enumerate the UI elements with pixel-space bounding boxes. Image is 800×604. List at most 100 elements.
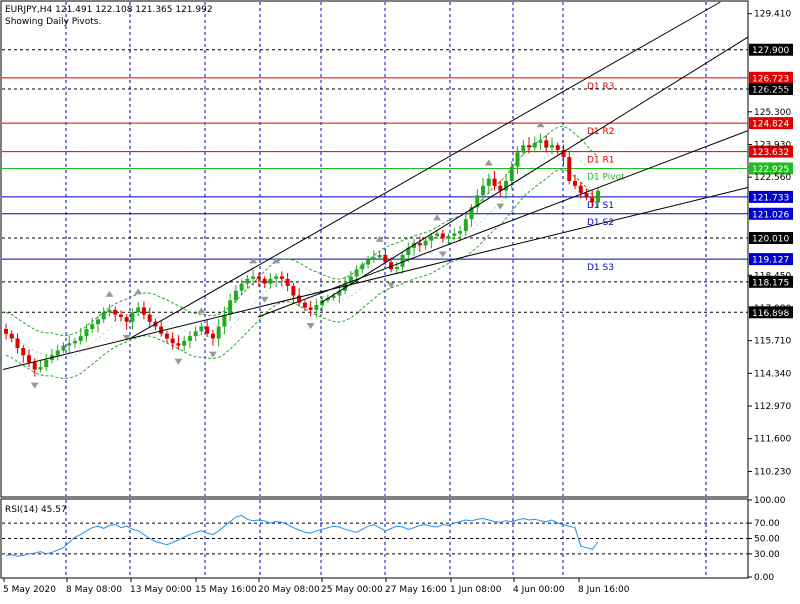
price-tag-box: [749, 145, 793, 158]
fractal-up-marker: [484, 159, 493, 166]
candle-body: [38, 367, 43, 370]
candle-body: [78, 336, 83, 341]
x-tick-label: 4 Jun 00:00: [513, 585, 565, 595]
time-axis: 5 May 2020 8 May 08:00 13 May 00:00 15 May …: [3, 578, 630, 595]
y-tick-label: 123.930: [754, 140, 791, 150]
envelope-line: [5, 125, 599, 337]
candle-body: [72, 340, 77, 344]
price-tag-label: 126.723: [752, 74, 789, 84]
rsi-tick-label: 100.00: [754, 496, 786, 506]
candle-body: [90, 324, 95, 329]
candle-body: [170, 338, 175, 344]
candle-body: [596, 190, 600, 203]
price-tag-label: 121.026: [752, 210, 789, 220]
candle-body: [550, 145, 555, 148]
price-tag-label: 124.824: [752, 120, 789, 130]
fractal-markers: [30, 121, 545, 389]
candle-body: [61, 345, 66, 351]
trendline[interactable]: [129, 1, 721, 339]
trendline[interactable]: [2, 187, 749, 371]
trendline[interactable]: [320, 36, 749, 304]
candle-body: [555, 145, 560, 150]
candle-body: [274, 276, 279, 279]
y-tick-label: 115.710: [754, 337, 791, 347]
price-tag-label: 122.925: [752, 165, 789, 175]
main-panel-frame: [0, 0, 749, 498]
price-tag-box: [749, 43, 793, 56]
candle-body: [187, 336, 192, 341]
candle-body: [458, 231, 463, 234]
moving-average-line: [5, 147, 599, 358]
price-tag-label: 123.632: [752, 148, 789, 158]
candle-body: [136, 307, 141, 313]
price-tag-box: [749, 82, 793, 95]
x-tick-label: 25 May 00:00: [321, 585, 383, 595]
candle-body: [297, 295, 302, 303]
y-tick-label: 117.080: [754, 304, 791, 314]
candle-body: [325, 297, 330, 301]
rsi-tick-label: 50.00: [754, 535, 780, 545]
candle-body: [164, 333, 169, 339]
fractal-up-marker: [375, 235, 384, 242]
candle-body: [147, 314, 152, 322]
candle-body: [532, 142, 537, 148]
fractal-down-marker: [387, 282, 396, 289]
fractal-up-marker: [536, 121, 545, 128]
price-tag-label: 116.898: [752, 309, 789, 319]
fractal-up-marker: [249, 257, 258, 264]
pivots-subtitle: Showing Daily Pivots.: [5, 17, 101, 27]
candle-body: [67, 343, 72, 346]
candle-body: [308, 307, 313, 310]
candle-body: [360, 264, 365, 270]
candle-body: [463, 219, 468, 232]
candle-body: [452, 233, 457, 236]
y-tick-label: 114.340: [754, 369, 791, 379]
price-level-lines: D1 R3 D1 R2 D1 R1 D1 Pivot D1 S1 D1 S2 D1 S3: [2, 49, 748, 313]
fractal-down-marker: [496, 203, 505, 210]
candle-body: [486, 178, 491, 186]
fractal-down-marker: [30, 382, 39, 389]
y-tick-label: 111.600: [754, 435, 791, 445]
fractal-up-marker: [105, 290, 114, 297]
candle-body: [423, 240, 428, 246]
y-tick-label: 118.450: [754, 271, 791, 281]
candle-body: [55, 350, 60, 356]
price-tag-box: [749, 275, 793, 288]
y-tick-label: 122.560: [754, 173, 791, 183]
candle-body: [400, 254, 405, 267]
y-tick-label: 112.970: [754, 402, 791, 412]
fractal-down-marker: [438, 251, 447, 258]
y-tick-label: 129.410: [754, 10, 791, 20]
candle-body: [216, 326, 221, 339]
candle-body: [176, 343, 181, 346]
fractal-down-marker: [260, 296, 269, 303]
trendlines[interactable]: [2, 1, 749, 371]
fractal-up-marker: [197, 307, 206, 314]
level-name-label: D1 R3: [587, 82, 615, 92]
candle-body: [412, 243, 417, 248]
candle-body: [239, 283, 244, 291]
x-tick-label: 1 Jun 08:00: [450, 585, 502, 595]
candle-body: [9, 333, 14, 339]
trendline[interactable]: [257, 130, 749, 318]
envelope-bands: [5, 125, 599, 380]
candle-body: [44, 359, 49, 368]
rsi-layer: 100.00 70.00 50.00 30.00 0.00: [2, 496, 786, 583]
rsi-tick-label: 30.00: [754, 550, 780, 560]
candle-body: [584, 192, 589, 198]
candle-body: [492, 178, 497, 186]
candle-body: [544, 140, 549, 148]
fractal-up-marker: [272, 257, 281, 264]
level-name-label: D1 R1: [587, 156, 615, 166]
candle-body: [256, 276, 261, 279]
candle-body: [107, 309, 112, 313]
fractal-up-marker: [134, 288, 143, 295]
candle-body: [377, 254, 382, 258]
price-tag-label: 127.900: [752, 46, 789, 56]
candlestick-series: [4, 133, 600, 377]
candle-body: [435, 233, 440, 236]
candle-body: [101, 312, 106, 320]
